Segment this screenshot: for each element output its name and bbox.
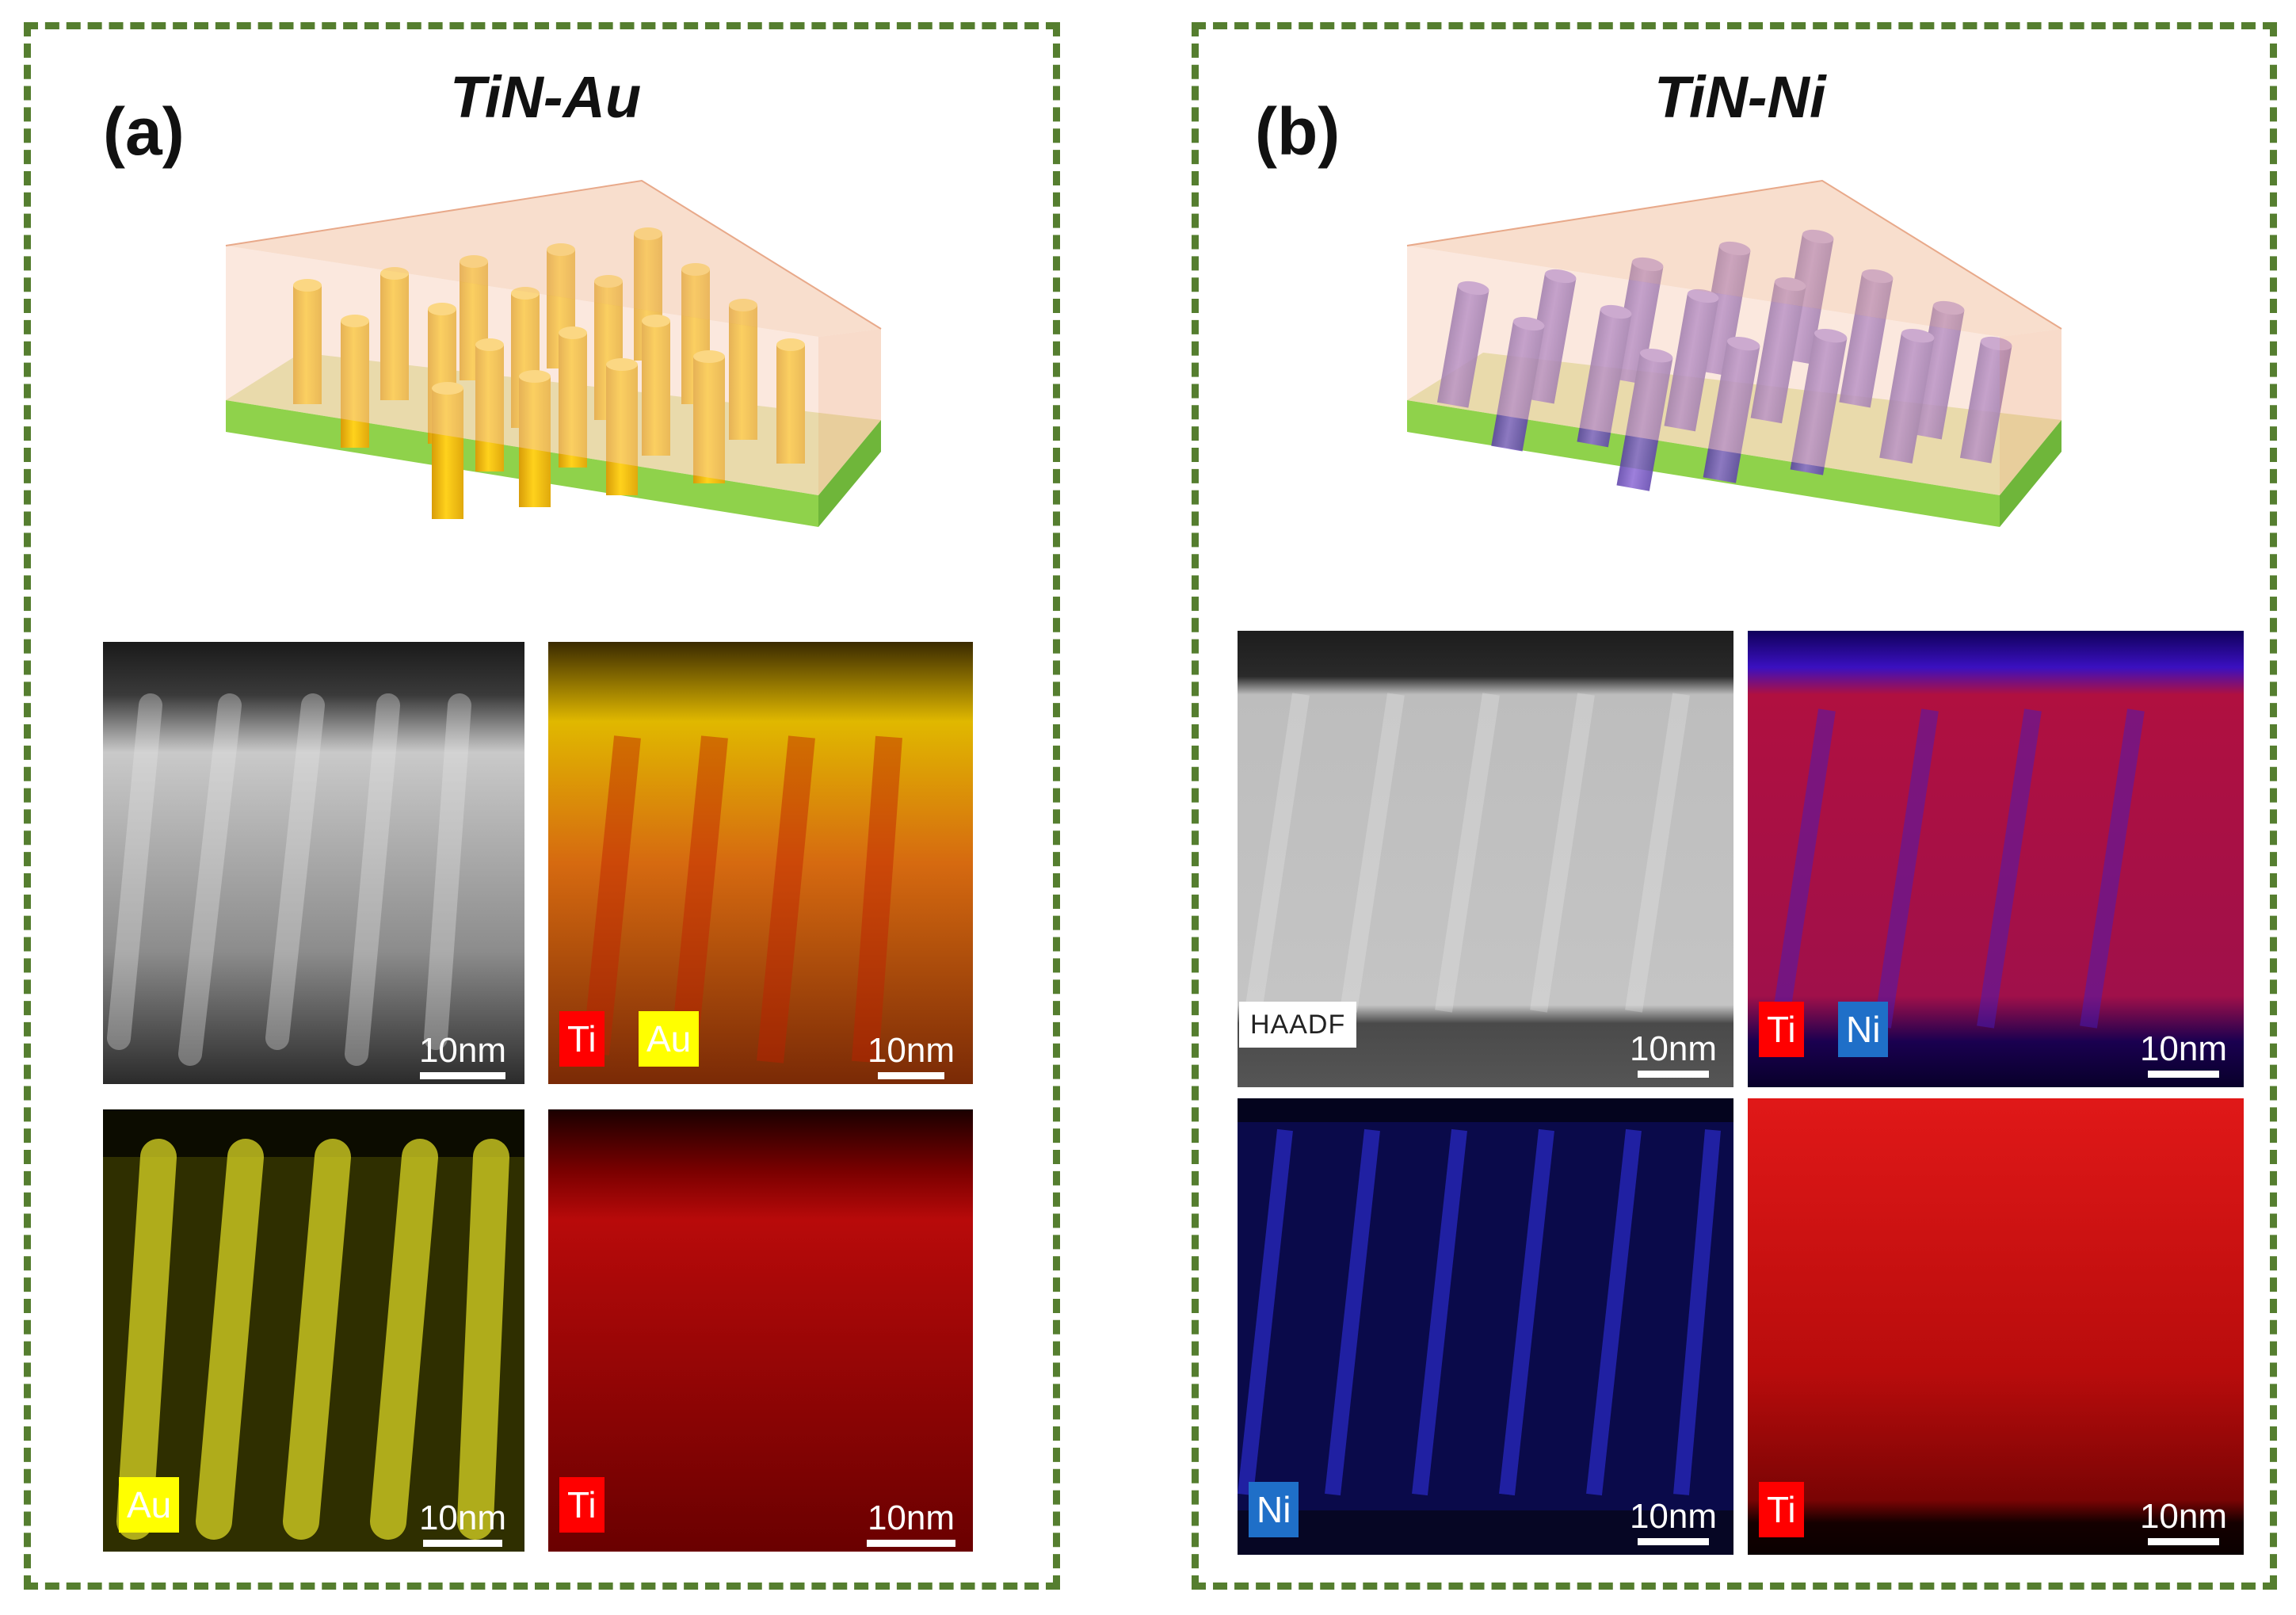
panel-a-schematic: mica bbox=[225, 179, 882, 559]
scale-label: 10nm bbox=[418, 1499, 507, 1537]
ni-tag: Ni bbox=[1838, 1002, 1889, 1057]
scale-bar: 10nm bbox=[2128, 1497, 2239, 1545]
scale-bar: 10nm bbox=[2128, 1029, 2239, 1078]
scale-label: 10nm bbox=[867, 1031, 955, 1070]
matrix-block-b bbox=[1406, 179, 2062, 495]
au-tag: Au bbox=[639, 1011, 700, 1067]
panel-a-haadf-image: 10nm bbox=[103, 642, 524, 1084]
panel-b-ni-map: Ni 10nm bbox=[1238, 1098, 1733, 1555]
haadf-tag: HAADF bbox=[1239, 1002, 1357, 1048]
ti-tag: Ti bbox=[1759, 1482, 1804, 1537]
panel-b-haadf-image: HAADF 10nm bbox=[1238, 631, 1733, 1087]
scale-label: 10nm bbox=[1629, 1029, 1718, 1068]
mica-side bbox=[818, 420, 881, 527]
panel-a-au-map: Au 10nm bbox=[103, 1109, 524, 1552]
panel-b: (b) TiN-Ni bbox=[1173, 0, 2296, 1615]
scale-bar: 10nm bbox=[856, 1499, 967, 1547]
panel-b-ti-ni-overlay: Ti Ni 10nm bbox=[1748, 631, 2244, 1087]
scale-bar: 10nm bbox=[407, 1031, 518, 1079]
scale-bar: 10nm bbox=[1618, 1497, 1729, 1545]
panel-a: (a) TiN-Au bbox=[0, 0, 1077, 1615]
scale-label: 10nm bbox=[867, 1499, 955, 1537]
scale-label: 10nm bbox=[2139, 1497, 2228, 1536]
scale-bar: 10nm bbox=[1618, 1029, 1729, 1078]
panel-b-ti-map: Ti 10nm bbox=[1748, 1098, 2244, 1555]
panel-a-ti-map: Ti 10nm bbox=[548, 1109, 973, 1552]
panel-b-frame bbox=[1192, 22, 2277, 1590]
scale-label: 10nm bbox=[418, 1031, 507, 1070]
matrix-block-a bbox=[225, 179, 882, 495]
panel-a-letter: (a) bbox=[103, 94, 185, 169]
scale-label: 10nm bbox=[2139, 1029, 2228, 1068]
panel-a-ti-au-overlay: Ti Au 10nm bbox=[548, 642, 973, 1084]
scale-label: 10nm bbox=[1629, 1497, 1718, 1536]
panel-b-title: TiN-Ni bbox=[1654, 64, 1826, 130]
ti-tag: Ti bbox=[559, 1477, 605, 1533]
scale-bar: 10nm bbox=[856, 1031, 967, 1079]
ni-tag: Ni bbox=[1249, 1482, 1299, 1537]
panel-a-title: TiN-Au bbox=[450, 64, 642, 130]
scale-bar: 10nm bbox=[407, 1499, 518, 1547]
au-tag: Au bbox=[119, 1477, 180, 1533]
panel-b-schematic: mica bbox=[1406, 179, 2062, 559]
ti-tag: Ti bbox=[559, 1011, 605, 1067]
ti-tag: Ti bbox=[1759, 1002, 1804, 1057]
panel-b-letter: (b) bbox=[1255, 94, 1341, 169]
mica-label-a: mica bbox=[637, 509, 722, 559]
mica-label-b: mica bbox=[1817, 509, 1902, 559]
panel-a-frame bbox=[24, 22, 1060, 1590]
